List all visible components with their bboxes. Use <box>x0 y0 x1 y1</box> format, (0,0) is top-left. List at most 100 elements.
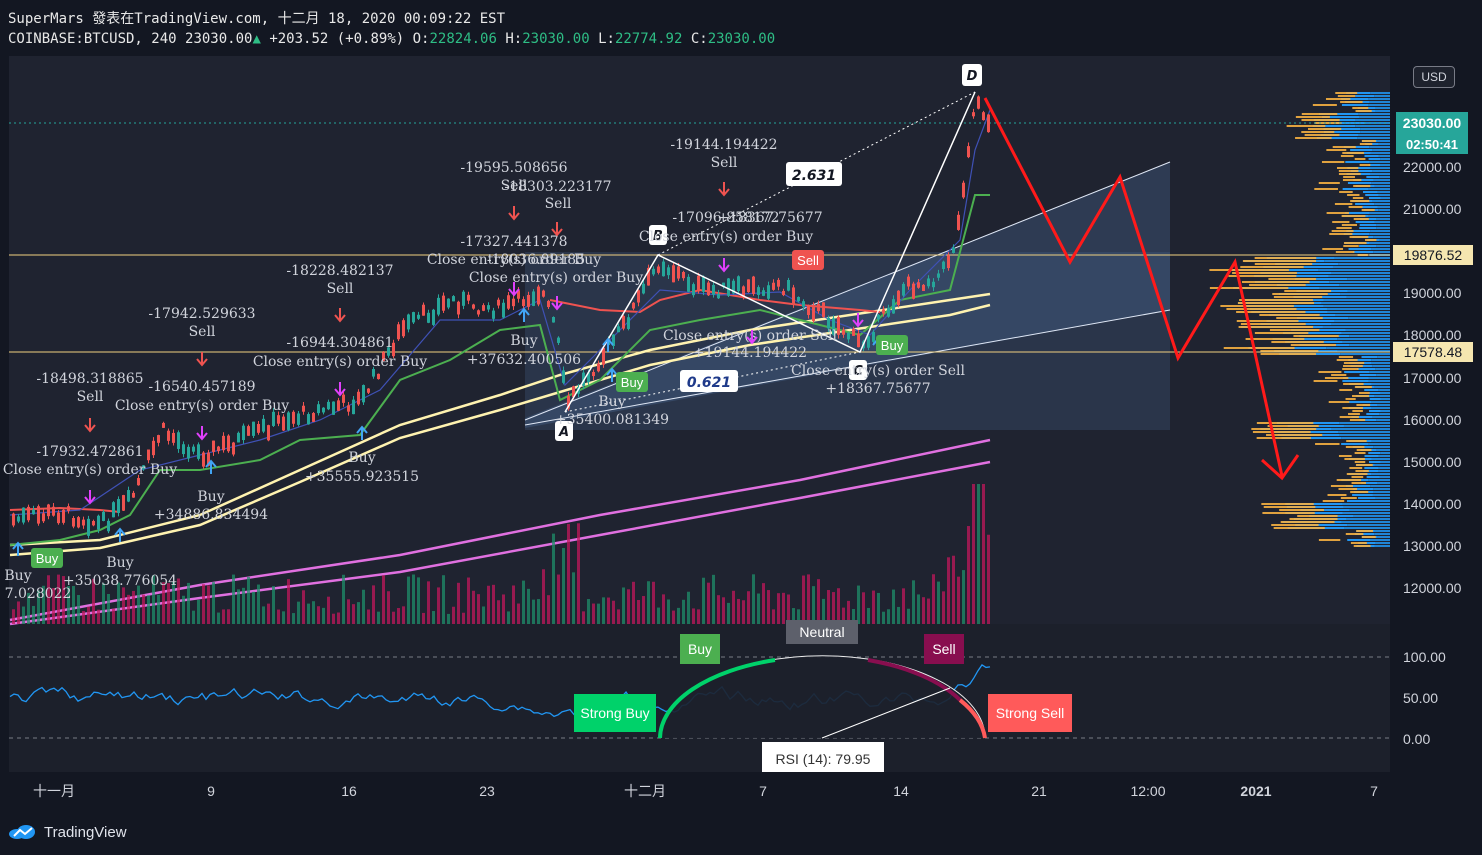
volume-profile-value <box>1353 545 1371 547</box>
volume-bar <box>112 608 115 624</box>
volume-profile-down <box>1377 191 1390 193</box>
price-axis[interactable] <box>1390 56 1482 772</box>
volume-profile-down <box>1348 317 1390 319</box>
volume-profile-down <box>1375 497 1390 499</box>
volume-profile-down <box>1376 224 1390 226</box>
volume-profile-down <box>1328 275 1390 277</box>
volume-profile-down <box>1324 260 1390 262</box>
volume-profile-value <box>1345 533 1364 535</box>
volume-profile-value <box>1335 92 1358 94</box>
volume-profile-value <box>1290 344 1336 346</box>
volume-bar <box>947 557 950 624</box>
volume-bar <box>727 602 730 624</box>
candle-body <box>437 297 440 315</box>
volume-bar <box>367 609 370 624</box>
tradingview-logo[interactable]: TradingView <box>8 820 127 844</box>
volume-bar <box>422 612 425 624</box>
volume-profile-up <box>1348 401 1372 403</box>
candle-body <box>277 415 280 424</box>
volume-bar <box>307 603 310 624</box>
candle-body <box>62 509 65 523</box>
volume-profile-down <box>1372 170 1390 172</box>
sell-arrow-icon <box>852 313 864 328</box>
price-tick: 12000.00 <box>1403 580 1462 596</box>
candle-body <box>122 495 125 511</box>
volume-profile-value <box>1346 440 1367 442</box>
volume-bar <box>717 595 720 624</box>
volume-profile-down <box>1327 311 1390 313</box>
candle-body <box>252 421 255 436</box>
volume-profile-up <box>1359 227 1377 229</box>
time-tick: 7 <box>1370 783 1378 799</box>
candle-body <box>197 444 200 459</box>
candle-body <box>972 112 975 117</box>
volume-profile-up <box>1343 233 1370 235</box>
volume-bar <box>822 598 825 624</box>
volume-bars <box>12 484 990 624</box>
volume-profile-down <box>1318 269 1390 271</box>
svg-text:17578.48: 17578.48 <box>1404 344 1463 360</box>
candle-body <box>72 517 75 527</box>
price-tick: 14000.00 <box>1403 496 1462 512</box>
svg-text:19876.52: 19876.52 <box>1404 247 1463 263</box>
volume-profile-down <box>1346 296 1390 298</box>
volume-bar <box>842 607 845 624</box>
volume-bar <box>457 582 460 624</box>
volume-profile-value <box>1343 383 1364 385</box>
candle-body <box>772 282 775 290</box>
candle-body <box>702 276 705 292</box>
candle-body <box>892 299 895 314</box>
volume-profile-down <box>1337 338 1390 340</box>
volume-profile-value <box>1271 341 1324 343</box>
trade-annotation: Sell <box>189 324 216 340</box>
volume-profile-down <box>1376 419 1390 421</box>
volume-profile-down <box>1344 527 1390 529</box>
buy-arrow-icon <box>518 307 530 322</box>
volume-bar <box>27 592 30 624</box>
volume-profile-down <box>1326 308 1390 310</box>
price-change: +203.52 (+0.89%) <box>269 31 405 47</box>
volume-profile-up <box>1365 194 1379 196</box>
volume-profile-up <box>1357 368 1376 370</box>
volume-profile-down <box>1368 215 1390 217</box>
volume-profile-value <box>1249 284 1306 286</box>
volume-profile-value <box>1254 263 1313 265</box>
volume-profile-down <box>1355 119 1390 121</box>
volume-profile-value <box>1331 374 1347 376</box>
volume-profile-up <box>1363 470 1379 472</box>
volume-profile-down <box>1373 179 1390 181</box>
volume-profile-value <box>1354 452 1366 454</box>
currency-button[interactable]: USD <box>1413 66 1455 88</box>
volume-bar <box>207 585 210 624</box>
candle-body <box>187 446 190 459</box>
volume-profile-down <box>1323 299 1390 301</box>
volume-profile-up <box>1362 206 1378 208</box>
candle-body <box>557 337 560 343</box>
volume-profile-down <box>1368 443 1390 445</box>
svg-text:Buy: Buy <box>881 338 904 353</box>
gauge-needle <box>821 687 951 739</box>
volume-bar <box>772 609 775 624</box>
svg-text:0.621: 0.621 <box>687 375 731 391</box>
candle-body <box>922 284 925 291</box>
volume-bar <box>37 590 40 624</box>
volume-bar <box>362 589 365 624</box>
volume-bar <box>232 574 235 624</box>
volume-profile-up <box>1281 437 1342 439</box>
volume-profile-up <box>1345 485 1371 487</box>
volume-profile-down <box>1331 272 1390 274</box>
volume-profile-down <box>1374 545 1390 547</box>
volume-profile-down <box>1337 350 1390 352</box>
volume-profile-up <box>1316 137 1358 139</box>
volume-profile-down <box>1379 476 1390 478</box>
volume-profile-value <box>1289 518 1338 520</box>
volume-profile-up <box>1359 224 1377 226</box>
trade-annotation: Sell <box>501 178 528 194</box>
candle-body <box>227 435 230 452</box>
time-axis[interactable] <box>9 772 1390 808</box>
candle-body <box>157 435 160 443</box>
symbol-name[interactable]: COINBASE:BTCUSD, 240 <box>8 31 177 47</box>
candle-body <box>932 281 935 288</box>
volume-bar <box>597 603 600 624</box>
